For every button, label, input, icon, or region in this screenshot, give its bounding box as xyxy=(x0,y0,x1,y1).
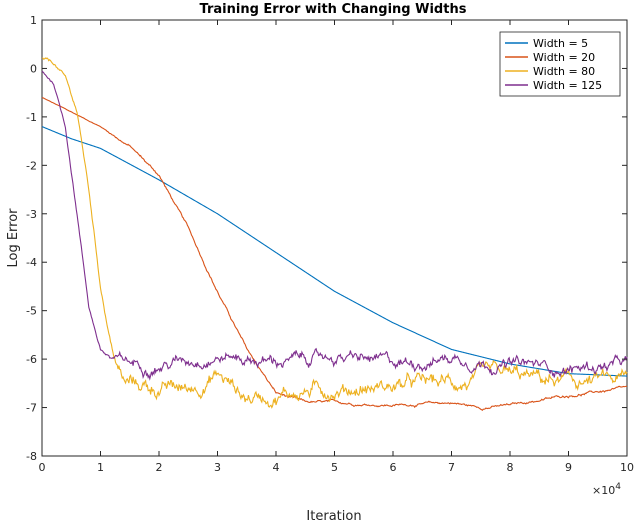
x-tick-label: 3 xyxy=(214,461,221,474)
y-tick-label: -8 xyxy=(26,450,37,463)
y-tick-label: 0 xyxy=(30,62,37,75)
y-tick-label: -1 xyxy=(26,111,37,124)
legend-label-2: Width = 80 xyxy=(533,65,595,78)
series-layer xyxy=(41,57,628,412)
x-axis-exponent-power: 4 xyxy=(615,482,621,492)
legend-label-0: Width = 5 xyxy=(533,37,588,50)
x-axis-label: Iteration xyxy=(306,509,361,524)
x-tick-label: 10 xyxy=(620,461,634,474)
series-line-0 xyxy=(41,126,628,377)
ticks-layer: 0 1 2 3 4 5 6 7 8 9 10 -8 -7 -6 -5 -4 -3 -2 -1 0 1 xyxy=(26,14,634,474)
y-tick-label: -4 xyxy=(26,256,37,269)
legend-label-1: Width = 20 xyxy=(533,51,595,64)
series-line-3 xyxy=(41,70,628,381)
x-tick-label: 5 xyxy=(331,461,338,474)
x-tick-label: 1 xyxy=(97,461,104,474)
x-tick-label: 9 xyxy=(565,461,572,474)
series-line-2 xyxy=(41,57,628,409)
y-tick-label: -7 xyxy=(26,402,37,415)
x-tick-label: 2 xyxy=(156,461,163,474)
y-tick-label: 1 xyxy=(30,14,37,27)
y-tick-label: -6 xyxy=(26,353,37,366)
x-tick-label: 7 xyxy=(448,461,455,474)
y-tick-label: -5 xyxy=(26,305,37,318)
x-tick-label: 6 xyxy=(390,461,397,474)
x-tick-label: 8 xyxy=(507,461,514,474)
x-axis-exponent-base: ×10 xyxy=(592,484,615,497)
y-tick-label: -2 xyxy=(26,159,37,172)
chart-title: Training Error with Changing Widths xyxy=(200,2,467,17)
series-line-1 xyxy=(41,96,628,412)
x-tick-label: 0 xyxy=(39,461,46,474)
x-tick-label: 4 xyxy=(273,461,280,474)
x-axis-exponent: ×104 xyxy=(592,482,621,497)
y-axis-label: Log Error xyxy=(6,208,21,268)
y-tick-label: -3 xyxy=(26,208,37,221)
legend-label-3: Width = 125 xyxy=(533,79,602,92)
